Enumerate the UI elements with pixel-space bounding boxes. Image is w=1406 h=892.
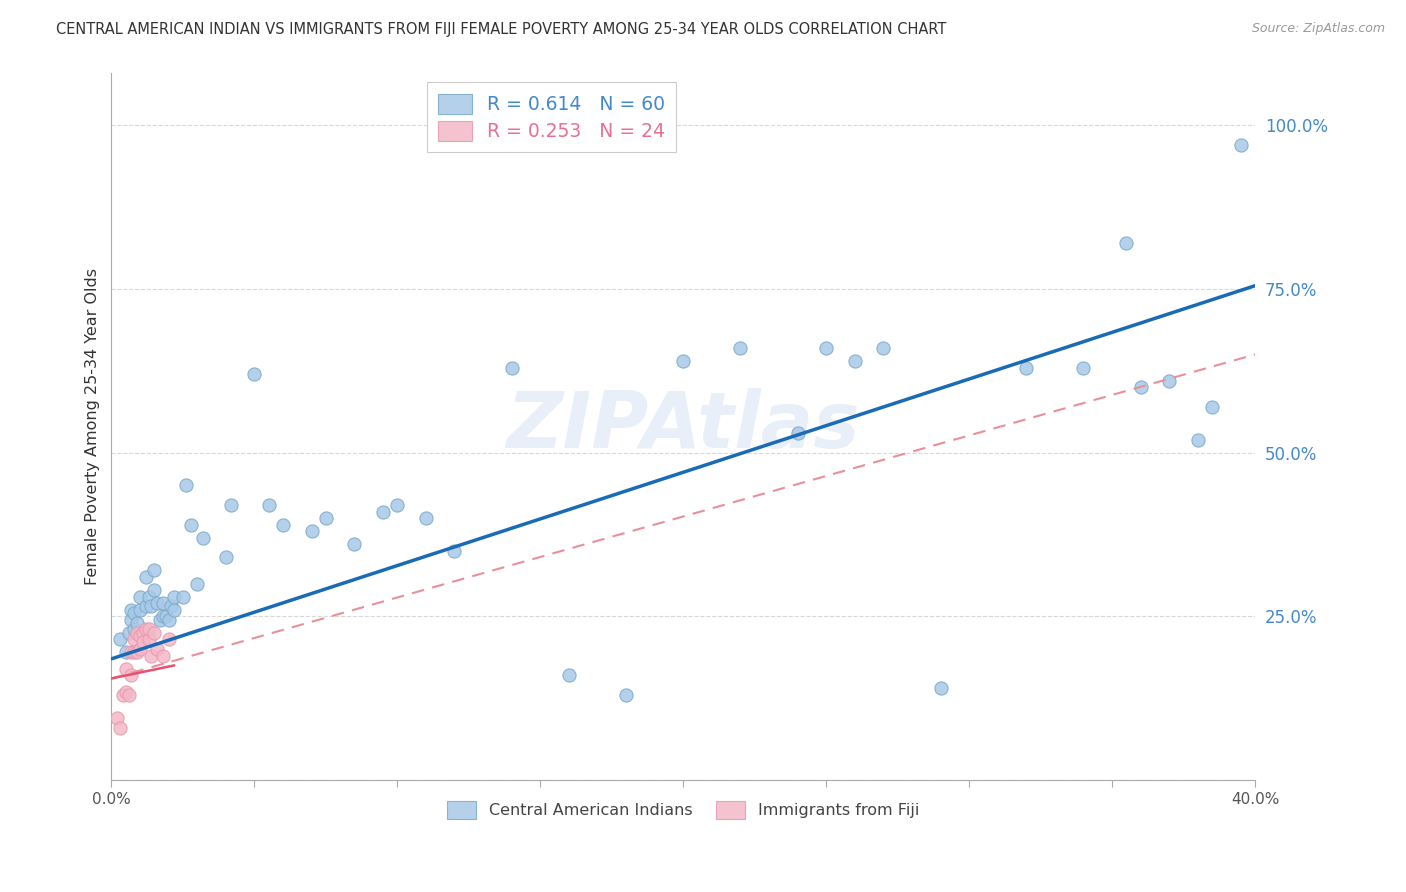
Point	[191, 531, 214, 545]
Point	[163, 590, 186, 604]
Point	[114, 662, 136, 676]
Point	[127, 625, 149, 640]
Point	[129, 603, 152, 617]
Point	[111, 688, 134, 702]
Point	[558, 668, 581, 682]
Point	[163, 603, 186, 617]
Point	[1201, 400, 1223, 414]
Point	[415, 511, 437, 525]
Point	[120, 613, 142, 627]
Point	[215, 550, 238, 565]
Point	[124, 632, 146, 647]
Point	[815, 341, 838, 355]
Point	[132, 625, 155, 640]
Point	[243, 367, 266, 381]
Point	[141, 648, 163, 663]
Point	[872, 341, 894, 355]
Point	[786, 425, 808, 440]
Point	[180, 517, 202, 532]
Point	[271, 517, 294, 532]
Point	[146, 642, 169, 657]
Point	[730, 341, 752, 355]
Point	[1159, 374, 1181, 388]
Point	[114, 684, 136, 698]
Point	[1129, 380, 1152, 394]
Point	[120, 668, 142, 682]
Point	[221, 498, 243, 512]
Point	[114, 645, 136, 659]
Point	[124, 606, 146, 620]
Point	[132, 635, 155, 649]
Point	[108, 721, 131, 735]
Point	[315, 511, 337, 525]
Point	[149, 613, 172, 627]
Point	[844, 354, 866, 368]
Point	[371, 505, 394, 519]
Point	[672, 354, 695, 368]
Text: ZIPAtlas: ZIPAtlas	[506, 389, 860, 465]
Point	[135, 570, 157, 584]
Point	[143, 583, 166, 598]
Text: Source: ZipAtlas.com: Source: ZipAtlas.com	[1251, 22, 1385, 36]
Point	[146, 596, 169, 610]
Point	[143, 564, 166, 578]
Point	[108, 632, 131, 647]
Point	[129, 629, 152, 643]
Point	[1229, 138, 1251, 153]
Text: CENTRAL AMERICAN INDIAN VS IMMIGRANTS FROM FIJI FEMALE POVERTY AMONG 25-34 YEAR : CENTRAL AMERICAN INDIAN VS IMMIGRANTS FR…	[56, 22, 946, 37]
Point	[105, 711, 128, 725]
Point	[172, 590, 194, 604]
Point	[387, 498, 409, 512]
Point	[124, 645, 146, 659]
Point	[614, 688, 637, 702]
Point	[143, 625, 166, 640]
Point	[1187, 433, 1209, 447]
Point	[152, 609, 174, 624]
Point	[120, 645, 142, 659]
Point	[135, 599, 157, 614]
Point	[124, 623, 146, 637]
Point	[157, 613, 180, 627]
Point	[129, 590, 152, 604]
Point	[157, 632, 180, 647]
Point	[127, 645, 149, 659]
Point	[174, 478, 197, 492]
Point	[343, 537, 366, 551]
Point	[1073, 360, 1095, 375]
Point	[152, 596, 174, 610]
Point	[117, 688, 139, 702]
Point	[152, 648, 174, 663]
Y-axis label: Female Poverty Among 25-34 Year Olds: Female Poverty Among 25-34 Year Olds	[86, 268, 100, 585]
Legend: Central American Indians, Immigrants from Fiji: Central American Indians, Immigrants fro…	[441, 795, 925, 825]
Point	[127, 615, 149, 630]
Point	[186, 576, 208, 591]
Point	[138, 632, 160, 647]
Point	[301, 524, 323, 539]
Point	[155, 609, 177, 624]
Point	[138, 623, 160, 637]
Point	[443, 544, 465, 558]
Point	[129, 642, 152, 657]
Point	[257, 498, 280, 512]
Point	[929, 681, 952, 696]
Point	[135, 623, 157, 637]
Point	[138, 590, 160, 604]
Point	[1115, 236, 1137, 251]
Point	[501, 360, 523, 375]
Point	[120, 603, 142, 617]
Point	[141, 599, 163, 614]
Point	[117, 625, 139, 640]
Point	[1015, 360, 1038, 375]
Point	[160, 599, 183, 614]
